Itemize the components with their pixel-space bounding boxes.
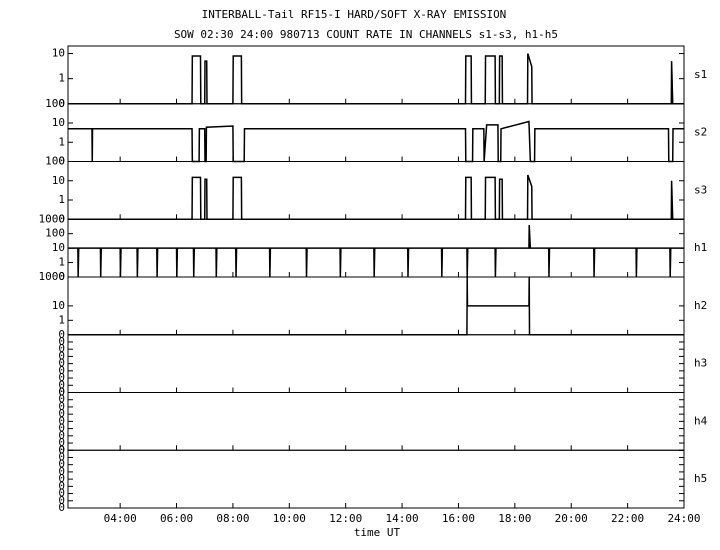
series-line [68, 120, 684, 163]
y-tick-label: 10 [52, 299, 65, 312]
y-tick-label: 0 [58, 371, 65, 384]
y-tick-label: 1 [58, 256, 65, 269]
y-tick-label: 10 [52, 116, 65, 129]
y-tick-label: 100 [45, 227, 65, 240]
y-tick-label: 0 [58, 429, 65, 442]
y-tick-label: 0 [58, 155, 65, 168]
x-tick-label: 24:00 [667, 512, 700, 525]
y-tick-label: 0 [58, 501, 65, 514]
panel-label: h3 [694, 357, 707, 370]
panel-label: h4 [694, 414, 708, 427]
x-tick-label: 16:00 [442, 512, 475, 525]
y-tick-label: 0 [58, 328, 65, 341]
panel-frame [67, 334, 685, 393]
x-tick-label: 22:00 [611, 512, 644, 525]
panel-label: h5 [694, 472, 707, 485]
y-tick-label: 0 [58, 357, 65, 370]
panel-frame [67, 45, 685, 105]
y-tick-label: 100 [45, 97, 65, 110]
panel-label: h1 [694, 241, 707, 254]
y-tick-label: 0 [58, 212, 65, 225]
y-tick-label: 100 [45, 155, 65, 168]
x-tick-label: 06:00 [160, 512, 193, 525]
y-tick-label: 1 [58, 72, 65, 85]
y-tick-label: 0 [58, 393, 65, 406]
panel-frame [67, 392, 685, 451]
y-tick-label: 0 [58, 342, 65, 355]
y-tick-label: 0 [58, 414, 65, 427]
y-tick-label: 0 [58, 422, 65, 435]
panel-label: s3 [694, 183, 707, 196]
y-tick-label: 0 [58, 443, 65, 456]
x-tick-label: 10:00 [273, 512, 306, 525]
x-axis-label: time UT [354, 526, 401, 539]
y-tick-label: 0 [58, 349, 65, 362]
panel-frame [67, 103, 685, 162]
panel-label: s1 [694, 68, 707, 81]
y-tick-label: 1 [58, 135, 65, 148]
y-tick-label: 0 [58, 436, 65, 449]
y-tick-label: 0 [58, 97, 65, 110]
x-tick-label: 04:00 [104, 512, 137, 525]
chart-title: INTERBALL-Tail RF15-I HARD/SOFT X-RAY EM… [202, 8, 507, 21]
y-tick-label: 0 [58, 378, 65, 391]
x-tick-label: 12:00 [329, 512, 362, 525]
y-tick-label: 10 [52, 47, 65, 60]
y-tick-label: 10 [52, 174, 65, 187]
y-tick-label: 0 [58, 458, 65, 471]
y-tick-label: 1000 [39, 212, 66, 225]
y-tick-label: 1 [58, 313, 65, 326]
series-line [68, 174, 684, 220]
series-line [68, 53, 684, 105]
y-tick-label: 0 [58, 386, 65, 399]
series-line [68, 224, 684, 278]
y-tick-label: 0 [58, 400, 65, 413]
panel-frame [67, 276, 685, 336]
y-tick-label: 0 [58, 465, 65, 478]
panel-frame [67, 449, 685, 509]
y-tick-label: 0 [58, 487, 65, 500]
y-tick-label: 0 [58, 479, 65, 492]
y-tick-label: 0 [58, 443, 65, 456]
x-tick-label: 18:00 [498, 512, 531, 525]
series-line [68, 276, 684, 336]
y-tick-label: 0 [58, 335, 65, 348]
y-tick-label: 0 [58, 270, 65, 283]
y-tick-label: 1000 [39, 270, 66, 283]
y-tick-label: 0 [58, 450, 65, 463]
x-tick-label: 14:00 [386, 512, 419, 525]
y-tick-label: 1 [58, 193, 65, 206]
y-tick-label: 0 [58, 494, 65, 507]
x-tick-label: 20:00 [555, 512, 588, 525]
panel-label: s2 [694, 126, 707, 139]
y-tick-label: 0 [58, 386, 65, 399]
panel-label: h2 [694, 299, 707, 312]
y-tick-label: 0 [58, 364, 65, 377]
panel-frame [67, 161, 685, 220]
y-tick-label: 0 [58, 407, 65, 420]
y-tick-label: 0 [58, 472, 65, 485]
y-tick-label: 10 [52, 241, 65, 254]
chart-subtitle: SOW 02:30 24:00 980713 COUNT RATE IN CHA… [174, 28, 558, 41]
x-tick-label: 08:00 [216, 512, 249, 525]
